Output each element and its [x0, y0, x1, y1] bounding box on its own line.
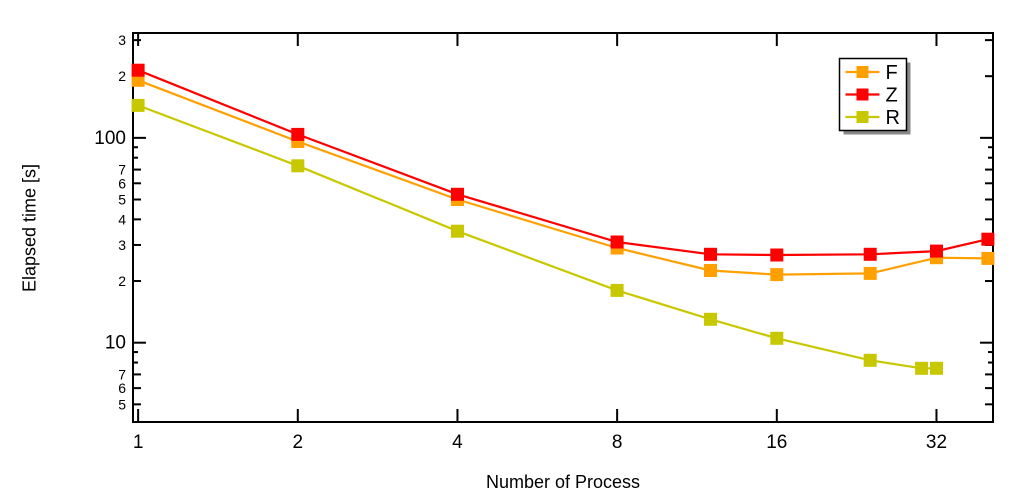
x-tick-label: 8 — [612, 432, 623, 453]
y-tick-label: 4 — [118, 211, 126, 227]
marker-Z — [770, 248, 784, 262]
legend-label-F: F — [886, 62, 898, 84]
y-tick-label: 6 — [118, 380, 126, 396]
x-tick-label: 2 — [293, 432, 304, 453]
series-line-R — [137, 104, 937, 370]
marker-R — [291, 159, 305, 173]
marker-R — [863, 353, 877, 367]
legend-marker-Z — [856, 88, 869, 101]
x-tick-label: 16 — [766, 432, 787, 453]
y-tick-label: 100 — [94, 128, 126, 149]
marker-Z — [131, 63, 145, 77]
y-tick-label: 2 — [118, 273, 126, 289]
y-tick-label: 7 — [118, 366, 126, 382]
y-tick-label: 5 — [118, 396, 126, 412]
legend-label-R: R — [886, 107, 900, 129]
y-tick-label: 3 — [118, 237, 126, 253]
marker-R — [451, 224, 464, 238]
marker-R — [930, 361, 943, 375]
x-tick-label: 1 — [133, 432, 144, 453]
marker-Z — [704, 247, 717, 261]
marker-Z — [930, 244, 943, 258]
marker-R — [704, 312, 717, 326]
plot-frame — [132, 32, 994, 423]
marker-Z — [451, 187, 464, 201]
marker-F — [704, 264, 717, 277]
x-axis-title: Number of Process — [485, 472, 641, 492]
y-axis-title: Elapsed time [s] — [19, 163, 40, 293]
y-tick-label: 6 — [118, 175, 126, 191]
marker-R — [915, 361, 929, 375]
y-tick-label: 3 — [118, 32, 126, 48]
marker-Z — [291, 127, 305, 141]
marker-F — [131, 73, 145, 87]
marker-F — [981, 251, 995, 265]
marker-Z — [981, 232, 995, 246]
y-tick-label: 10 — [105, 333, 126, 354]
marker-F — [770, 268, 784, 282]
legend-label-Z: Z — [886, 85, 898, 107]
marker-Z — [610, 235, 624, 249]
marker-Z — [863, 247, 877, 261]
marker-F — [863, 266, 877, 280]
x-tick-label: 32 — [926, 432, 947, 453]
y-tick-label: 7 — [118, 162, 126, 178]
legend-marker-F — [856, 66, 869, 78]
y-tick-label: 2 — [118, 68, 126, 84]
legend-marker-R — [856, 111, 869, 123]
marker-R — [770, 331, 784, 345]
marker-R — [610, 283, 624, 297]
marker-R — [131, 98, 145, 112]
y-tick-label: 5 — [118, 192, 126, 208]
x-tick-label: 4 — [452, 432, 463, 453]
